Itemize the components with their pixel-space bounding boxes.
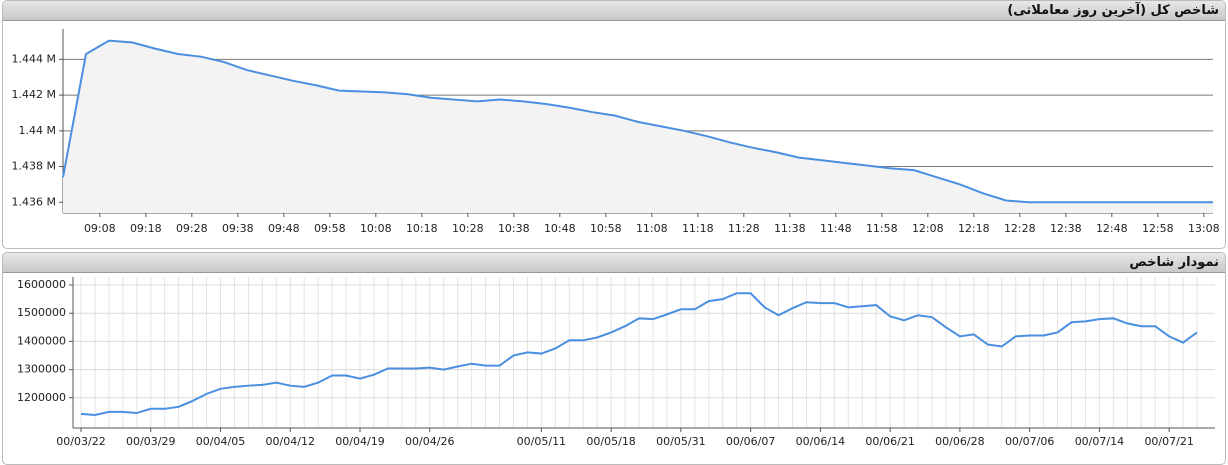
y-tick-label: 1400000 bbox=[17, 334, 66, 347]
x-tick-label: 11:58 bbox=[866, 222, 898, 235]
y-tick-label: 1.442 M bbox=[12, 88, 56, 101]
x-tick-label: 00/06/07 bbox=[726, 435, 775, 448]
y-tick-label: 1200000 bbox=[17, 391, 66, 404]
x-tick-label: 09:48 bbox=[268, 222, 300, 235]
x-tick-label: 09:28 bbox=[176, 222, 208, 235]
y-tick-label: 1300000 bbox=[17, 363, 66, 376]
x-tick-label: 11:48 bbox=[820, 222, 852, 235]
line bbox=[80, 292, 1198, 417]
x-tick-label: 13:08 bbox=[1188, 222, 1220, 235]
x-tick-label: 11:38 bbox=[774, 222, 806, 235]
x-tick-label: 09:08 bbox=[84, 222, 116, 235]
x-tick-label: 09:38 bbox=[222, 222, 254, 235]
x-tick-label: 11:28 bbox=[728, 222, 760, 235]
x-tick-label: 00/06/21 bbox=[865, 435, 914, 448]
x-tick-label: 10:28 bbox=[452, 222, 484, 235]
x-tick-label: 00/04/26 bbox=[405, 435, 454, 448]
x-tick-label: 00/05/11 bbox=[517, 435, 566, 448]
x-tick-label: 11:18 bbox=[682, 222, 714, 235]
x-tick-label: 11:08 bbox=[636, 222, 668, 235]
y-tick-label: 1.444 M bbox=[12, 52, 56, 65]
x-tick-label: 00/07/06 bbox=[1005, 435, 1054, 448]
y-tick-label: 1.44 M bbox=[19, 124, 56, 137]
chart: 1.436 M 1.438 M 1.44 M 1.442 M 1.444 M 09:08 0… bbox=[12, 29, 1220, 235]
panel-intraday: شاخص کل (آخرین روز معاملاتی) 1.436 M 1.43… bbox=[2, 0, 1226, 249]
x-tick-label: 12:38 bbox=[1050, 222, 1082, 235]
y-tick-label: 1600000 bbox=[17, 278, 66, 291]
x-tick-label: 00/07/21 bbox=[1144, 435, 1193, 448]
panel-title: شاخص کل (آخرین روز معاملاتی) bbox=[3, 1, 1225, 21]
x-tick-label: 12:08 bbox=[912, 222, 944, 235]
x-tick-label: 00/05/18 bbox=[586, 435, 635, 448]
x-tick-label: 00/03/29 bbox=[126, 435, 175, 448]
x-tick-label: 00/04/05 bbox=[196, 435, 245, 448]
y-tick-label: 1.438 M bbox=[12, 160, 56, 173]
x-tick-label: 10:38 bbox=[498, 222, 530, 235]
x-tick-label: 00/03/22 bbox=[56, 435, 105, 448]
y-tick-label: 1.436 M bbox=[12, 195, 56, 208]
x-tick-label: 09:58 bbox=[314, 222, 346, 235]
x-tick-label: 00/05/31 bbox=[656, 435, 705, 448]
x-tick-label: 10:08 bbox=[360, 222, 392, 235]
x-tick-label: 00/04/19 bbox=[335, 435, 384, 448]
x-tick-label: 12:48 bbox=[1096, 222, 1128, 235]
area-fill bbox=[63, 40, 1213, 213]
x-tick-label: 00/04/12 bbox=[266, 435, 315, 448]
x-tick-label: 12:58 bbox=[1142, 222, 1174, 235]
line bbox=[62, 39, 1213, 204]
panel-history: نمودار شاخص 1200000 1300000 1400000 1500000… bbox=[2, 252, 1226, 465]
chart: 1200000 1300000 1400000 1500000 1600000 00/03… bbox=[17, 277, 1215, 448]
x-tick-label: 10:58 bbox=[590, 222, 622, 235]
panel-title: نمودار شاخص bbox=[3, 253, 1225, 273]
x-tick-label: 00/06/28 bbox=[935, 435, 984, 448]
x-tick-label: 09:18 bbox=[130, 222, 162, 235]
x-tick-label: 10:48 bbox=[544, 222, 576, 235]
x-tick-label: 10:18 bbox=[406, 222, 438, 235]
x-tick-label: 12:18 bbox=[958, 222, 990, 235]
y-tick-label: 1500000 bbox=[17, 306, 66, 319]
x-tick-label: 00/07/14 bbox=[1075, 435, 1124, 448]
x-tick-label: 12:28 bbox=[1004, 222, 1036, 235]
x-tick-label: 00/06/14 bbox=[796, 435, 845, 448]
